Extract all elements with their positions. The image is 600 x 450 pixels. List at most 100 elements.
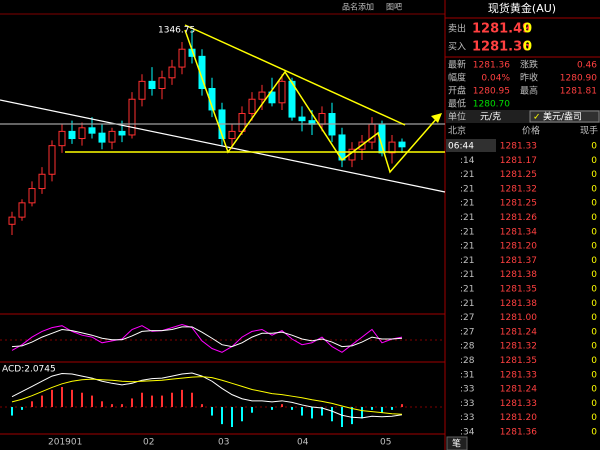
d-line xyxy=(11,326,403,348)
tick-price: 1281.25 xyxy=(500,170,537,180)
candle-body xyxy=(178,48,186,68)
tick-time: :34 xyxy=(460,428,475,438)
column-header: 现手 xyxy=(580,125,598,137)
check-mark: ✓ xyxy=(533,113,541,123)
sell-price: 1281.49 xyxy=(472,22,531,37)
candle-body xyxy=(258,91,266,100)
candle-body xyxy=(78,127,86,140)
x-axis-label: 201901 xyxy=(48,438,82,448)
tick-volume: 0 xyxy=(591,356,597,366)
x-axis-label: 05 xyxy=(380,438,391,448)
tick-time: :33 xyxy=(460,399,474,409)
tick-time: :21 xyxy=(460,213,474,223)
stat-value: 1281.36 xyxy=(473,61,510,71)
tick-time: :21 xyxy=(460,199,474,209)
candle-body xyxy=(198,55,206,90)
stat-label: 最新 xyxy=(448,59,466,71)
tick-price: 1281.37 xyxy=(500,256,537,266)
unit-option[interactable]: 元/克 xyxy=(480,112,501,123)
stat-value: 1280.70 xyxy=(473,100,510,110)
tick-time: :14 xyxy=(460,156,475,166)
stat-label: 最低 xyxy=(448,98,466,110)
tick-volume: 0 xyxy=(591,413,597,423)
candle-body xyxy=(18,202,26,218)
stat-value: 1281.81 xyxy=(560,87,597,97)
candle-body xyxy=(68,130,76,140)
peak-label: 1346.75 xyxy=(158,26,195,36)
tick-time: :21 xyxy=(460,170,474,180)
tick-list: 06:44 1281.33 0:14 1281.17 0:21 1281.25 0:21 12… xyxy=(448,142,597,438)
candle-body xyxy=(38,173,46,190)
tick-price: 1281.20 xyxy=(500,242,537,252)
tab[interactable] xyxy=(446,436,468,450)
tick-price: 1281.33 xyxy=(500,399,537,409)
candle-body xyxy=(128,98,136,136)
stats: 最新 1281.36 涨跌 0.46 幅度 0.04% 昨收 1280.90 开盘 1280.95… xyxy=(448,59,597,110)
tick-time: :31 xyxy=(460,370,474,380)
candle-body xyxy=(108,130,116,143)
tick-volume: 0 xyxy=(591,299,597,309)
tick-volume: 0 xyxy=(591,270,597,280)
tick-volume: 0 xyxy=(591,213,597,223)
column-header: 北京 xyxy=(448,125,466,137)
buy-qty: 0 xyxy=(523,40,532,55)
stat-value: 0.04% xyxy=(481,74,510,84)
toolbar-item[interactable]: 图吧 xyxy=(386,3,402,12)
tick-time: :21 xyxy=(460,242,474,252)
tick-time: :21 xyxy=(460,270,474,280)
tick-volume: 0 xyxy=(591,242,597,252)
tick-time: :28 xyxy=(460,356,475,366)
tick-volume: 0 xyxy=(591,342,597,352)
candle-body xyxy=(88,127,96,134)
tick-price: 1281.25 xyxy=(500,199,537,209)
candle-body xyxy=(148,80,156,90)
candle-body xyxy=(138,80,146,100)
tick-time: 06:44 xyxy=(448,142,474,152)
tick-volume: 0 xyxy=(591,428,597,438)
candle-body xyxy=(118,130,126,136)
row-highlight xyxy=(446,139,496,152)
column-header: 价格 xyxy=(522,125,540,137)
tick-price: 1281.38 xyxy=(500,270,537,280)
tick-time: :27 xyxy=(460,313,474,323)
unit-option-box[interactable] xyxy=(529,110,600,123)
tick-price: 1281.24 xyxy=(500,385,537,395)
resistance-line xyxy=(184,24,406,126)
candle-body xyxy=(388,141,396,154)
x-axis-label: 03 xyxy=(218,438,229,448)
tick-price: 1281.24 xyxy=(500,327,537,337)
tick-volume: 0 xyxy=(591,313,597,323)
tick-price: 1281.35 xyxy=(500,356,537,366)
candle-body xyxy=(228,130,236,140)
tick-time: :28 xyxy=(460,342,475,352)
candle-body xyxy=(98,132,106,143)
stat-label: 幅度 xyxy=(448,72,466,84)
buy-price: 1281.36 xyxy=(472,40,531,55)
k-line xyxy=(11,324,403,353)
candle-body xyxy=(398,141,406,148)
tick-volume: 0 xyxy=(591,399,597,409)
stat-value: 1280.90 xyxy=(560,74,597,84)
tab-label[interactable]: 笔 xyxy=(452,438,461,450)
candle-body xyxy=(8,216,16,225)
wave-line xyxy=(184,29,439,174)
x-axis-label: 04 xyxy=(297,438,309,448)
tick-volume: 0 xyxy=(591,385,597,395)
tick-volume: 0 xyxy=(591,156,597,166)
unit-label: 单位 xyxy=(448,111,466,123)
candle-body xyxy=(288,80,296,118)
stat-label: 开盘 xyxy=(448,85,466,97)
tick-price: 1281.32 xyxy=(500,342,537,352)
tick-price: 1281.32 xyxy=(500,184,537,194)
tick-price: 1281.38 xyxy=(500,299,537,309)
stat-value: 0.46 xyxy=(577,61,597,71)
toolbar-item[interactable]: 品名添加 xyxy=(342,2,374,12)
macd-label: ACD:2.0745 xyxy=(2,365,56,375)
unit-option[interactable]: 美元/盎司 xyxy=(543,111,582,123)
trend-line xyxy=(0,99,446,193)
tick-volume: 0 xyxy=(591,199,597,209)
quote-title: 现货黄金(AU) xyxy=(488,1,556,15)
sell-label: 卖出 xyxy=(448,23,466,35)
